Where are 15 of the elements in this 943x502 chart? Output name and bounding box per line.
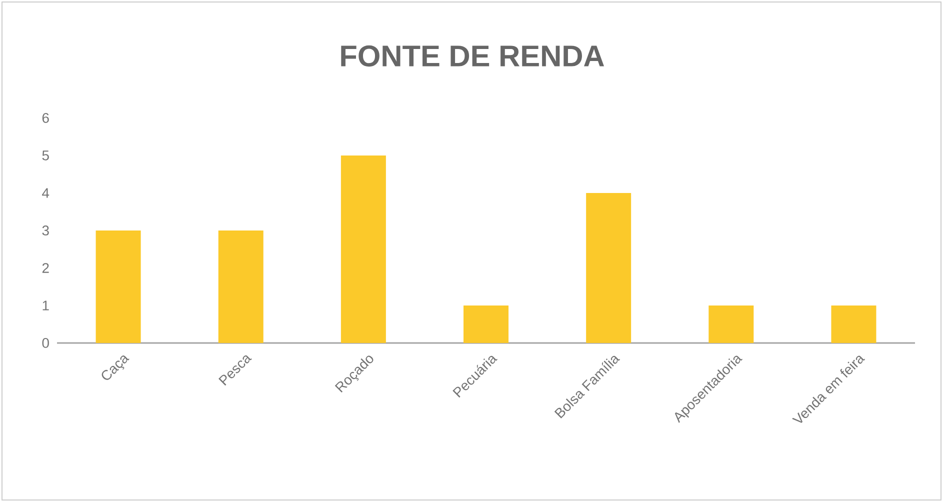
bar	[96, 230, 141, 343]
chart-title: FONTE DE RENDA	[341, 45, 604, 67]
bar	[708, 305, 754, 343]
y-tick-label: 6	[42, 113, 49, 123]
y-tick-label: 0	[42, 338, 49, 348]
y-tick-label: 5	[42, 150, 49, 160]
y-tick-label: 3	[42, 226, 49, 236]
bar	[586, 192, 632, 343]
y-tick-label: 1	[42, 300, 49, 310]
bar	[464, 305, 509, 343]
y-tick-label: 4	[42, 188, 50, 198]
y-tick-label: 2	[42, 263, 49, 273]
bar	[831, 305, 876, 343]
bar	[340, 155, 386, 343]
bar	[218, 230, 264, 343]
